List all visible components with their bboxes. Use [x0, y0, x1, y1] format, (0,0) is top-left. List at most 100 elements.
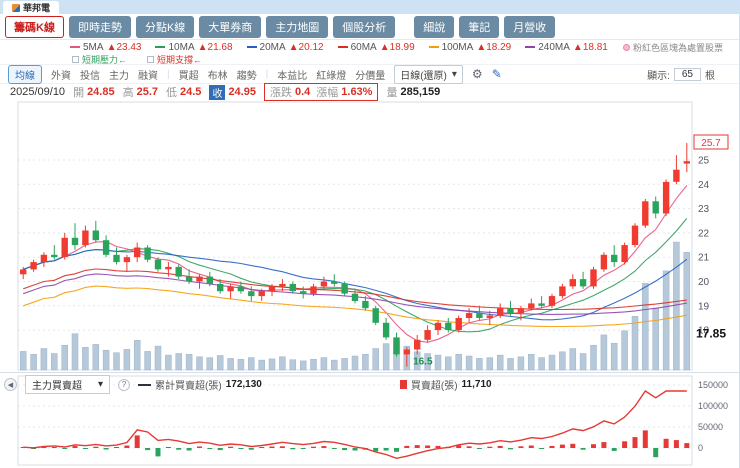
- ma-legend-item-5[interactable]: 100MA ▲18.29: [428, 41, 512, 53]
- pencil-icon[interactable]: ✎: [491, 67, 502, 81]
- svg-text:25: 25: [698, 156, 710, 167]
- toolbar-item-3[interactable]: 主力: [109, 70, 129, 82]
- checkbox-icon: [72, 55, 79, 63]
- toolbar-item-9[interactable]: 紅綠燈: [316, 70, 347, 82]
- tab-3[interactable]: 分點K線: [135, 15, 195, 38]
- chart-toolbar: 均線 外資 投信 主力 融資 | 買超 布林 趨勢 | 本益比 紅綠燈 分價量 日線(還原) ▾ ⚙ …: [0, 64, 739, 84]
- svg-text:18: 18: [698, 326, 710, 337]
- pink-area-note[interactable]: 粉紅色區塊為處置股票: [622, 41, 723, 54]
- close-label-chip: 收: [209, 84, 226, 100]
- tab-2[interactable]: 即時走勢: [68, 15, 131, 38]
- line-swatch-icon: [138, 383, 152, 386]
- tab-9[interactable]: 月營收: [504, 15, 556, 38]
- ma-label: 10MA: [168, 41, 195, 53]
- toolbar-item-8[interactable]: 本益比: [277, 70, 308, 82]
- short-term-toggle-2[interactable]: 短期支撐←: [147, 53, 202, 66]
- ma-legend-item-3[interactable]: 20MA ▲20.12: [246, 41, 324, 53]
- quote-fields: 開 24.85 高 25.7 低 24.5: [73, 84, 201, 100]
- toolbar-item-4[interactable]: 融資: [138, 70, 158, 82]
- toolbar-item-5[interactable]: 買超: [178, 70, 199, 82]
- short-term-label: 短期壓力←: [82, 54, 128, 65]
- pct-pair: 漲幅 1.63%: [316, 84, 372, 100]
- gear-icon[interactable]: ⚙: [471, 67, 483, 81]
- low-price-label: 16.5: [413, 357, 433, 368]
- quote-field-value: 24.5: [180, 86, 202, 98]
- app-icon: [12, 3, 20, 12]
- checkbox-icon: [147, 55, 155, 63]
- ma-legend-item-2[interactable]: 10MA ▲21.68: [155, 41, 233, 53]
- stock-window-tab[interactable]: 華邦電: [3, 1, 60, 14]
- toolbar-item-2[interactable]: 投信: [80, 70, 100, 82]
- tab-7[interactable]: 細說: [414, 15, 455, 38]
- indicator-select[interactable]: 主力買賣超 ▾: [25, 375, 111, 394]
- toolbar-item-1[interactable]: 外資: [51, 70, 71, 82]
- ma-legend-item-6[interactable]: 240MA ▲18.81: [525, 42, 608, 53]
- display-unit: 根: [705, 70, 715, 82]
- quote-field-1: 開 24.85: [73, 84, 115, 100]
- ma-value: ▲21.68: [197, 41, 233, 53]
- axis-bold-price: 17.85: [696, 327, 726, 341]
- toolbar-item-10[interactable]: 分價量: [355, 70, 386, 82]
- main-kline-chart[interactable]: 18 19 20 21 22 23 24 25 17.85 25.7 16.5: [0, 100, 739, 372]
- display-label: 顯示:: [647, 70, 670, 82]
- ma-settings-tag[interactable]: 均線: [8, 64, 42, 84]
- toolbar-item-7[interactable]: 趨勢: [236, 70, 257, 82]
- close-value: 24.95: [228, 86, 256, 98]
- kline-type-select[interactable]: 日線(還原) ▾: [394, 64, 463, 84]
- lower-panel: ◀ 主力買賣超 ▾ ? 累計買賣超(張) 172,130 買賣超(張) 11,7…: [0, 372, 739, 468]
- change-value: 0.4: [294, 86, 311, 98]
- display-count-input[interactable]: 65: [673, 67, 701, 81]
- lower-panel-header: ◀ 主力買賣超 ▾ ? 累計買賣超(張) 172,130 買賣超(張) 11,7…: [4, 375, 492, 394]
- ma-color-swatch: [525, 46, 536, 48]
- stock-name: 華邦電: [23, 3, 51, 13]
- ma-color-swatch: [70, 46, 80, 48]
- ma-value: ▲18.29: [476, 41, 512, 53]
- tab-6[interactable]: 個股分析: [333, 15, 396, 38]
- display-count-group: 顯示: 65 根: [647, 67, 715, 82]
- quote-field-label: 高: [122, 87, 134, 99]
- bar-swatch-icon: [399, 380, 407, 389]
- indicator-canvas[interactable]: 0 50000 100000 150000: [0, 373, 740, 468]
- chevron-down-icon: ▾: [451, 68, 457, 80]
- toolbar-item-6[interactable]: 布林: [207, 70, 228, 82]
- help-icon[interactable]: ?: [118, 378, 131, 391]
- svg-text:150000: 150000: [698, 380, 728, 390]
- quote-row: 2025/09/10 開 24.85 高 25.7 低 24.5 收 24.95 漲跌 0…: [0, 83, 739, 101]
- ma-value: ▲18.99: [379, 41, 415, 53]
- ma-legend-item-1[interactable]: 5MA ▲23.43: [70, 42, 141, 53]
- tab-4[interactable]: 大單券商: [199, 15, 262, 38]
- ma-label: 60MA: [350, 41, 377, 53]
- tab-bar: 籌碼K線 即時走勢 分點K線 大單券商 主力地圖 個股分析 細說 筆記 月營收: [0, 14, 739, 40]
- collapse-left-button[interactable]: ◀: [4, 378, 17, 391]
- svg-text:19: 19: [698, 301, 710, 312]
- quote-field-3: 低 24.5: [166, 84, 201, 100]
- volume-pair: 量 285,159: [386, 84, 440, 100]
- svg-text:100000: 100000: [698, 401, 728, 411]
- svg-text:50000: 50000: [698, 422, 723, 432]
- divider: |: [265, 68, 269, 80]
- ma-color-swatch: [246, 46, 257, 48]
- ma-legend-item-4[interactable]: 60MA ▲18.99: [337, 41, 415, 53]
- quote-field-value: 25.7: [136, 86, 159, 98]
- svg-text:0: 0: [698, 443, 703, 453]
- svg-text:24: 24: [698, 180, 710, 191]
- tab-1[interactable]: 籌碼K線: [5, 15, 64, 38]
- pct-value: 1.63%: [341, 86, 373, 98]
- tab-5[interactable]: 主力地圖: [266, 15, 329, 38]
- ma-value: ▲20.12: [288, 41, 324, 53]
- ma-items: 5MA ▲23.43 10MA ▲21.68 20MA ▲20.12 60MA ▲18.99 1…: [70, 42, 608, 53]
- ma-color-swatch: [155, 46, 166, 48]
- ma-label: 100MA: [441, 41, 474, 53]
- daily-legend-value: 11,710: [461, 379, 492, 390]
- quote-field-2: 高 25.7: [123, 84, 158, 100]
- ma-color-swatch: [337, 46, 348, 48]
- chevron-down-icon: ▾: [98, 379, 104, 390]
- ma-color-swatch: [428, 46, 439, 48]
- pink-note-label: 粉紅色區塊為處置股票: [632, 42, 723, 53]
- tab-8[interactable]: 筆記: [459, 15, 500, 38]
- short-term-toggle-1[interactable]: 短期壓力←: [72, 53, 127, 66]
- change-box: 漲跌 0.4 漲幅 1.63%: [263, 83, 379, 101]
- kline-canvas[interactable]: 18 19 20 21 22 23 24 25 17.85 25.7 16.5: [0, 100, 740, 372]
- pink-dot-icon: [622, 43, 630, 51]
